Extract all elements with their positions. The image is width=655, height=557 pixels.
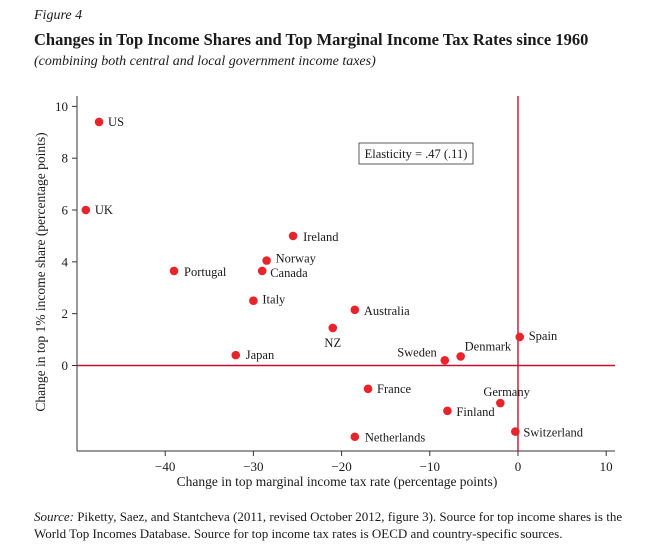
annotation-text: Elasticity = .47 (.11) xyxy=(365,147,468,161)
point-label-japan: Japan xyxy=(246,348,275,362)
x-tick-label: −40 xyxy=(155,459,175,474)
point-us xyxy=(94,117,104,127)
source-text: Piketty, Saez, and Stantcheva (2011, rev… xyxy=(34,509,623,541)
x-tick-label: 0 xyxy=(515,459,522,474)
x-tick-label: −20 xyxy=(331,459,351,474)
point-label-sweden: Sweden xyxy=(397,345,437,359)
reference-lines xyxy=(77,96,615,451)
point-label-germany: Germany xyxy=(483,385,530,399)
point-switzerland xyxy=(511,427,520,436)
point-label-italy: Italy xyxy=(262,293,286,307)
source-note: Source: Piketty, Saez, and Stantcheva (2… xyxy=(34,508,630,542)
point-australia xyxy=(350,305,360,315)
point-label-switzerland: Switzerland xyxy=(523,426,583,440)
y-tick-label: 2 xyxy=(62,306,69,321)
chart-subtitle: (combining both central and local govern… xyxy=(34,54,376,69)
point-label-canada: Canada xyxy=(270,266,308,280)
y-tick-label: 6 xyxy=(62,203,69,218)
point-netherlands xyxy=(350,432,360,442)
data-points xyxy=(81,117,525,442)
point-spain xyxy=(515,332,525,342)
point-denmark xyxy=(456,352,465,361)
x-tick-label: 10 xyxy=(600,459,613,474)
point-label-finland: Finland xyxy=(456,405,495,419)
x-axis-label: Change in top marginal income tax rate (… xyxy=(177,474,498,489)
point-label-australia: Australia xyxy=(364,304,410,318)
point-nz xyxy=(328,323,338,333)
y-tick-label: 10 xyxy=(55,99,68,114)
point-label-norway: Norway xyxy=(276,252,317,266)
point-canada xyxy=(257,266,267,276)
point-label-spain: Spain xyxy=(529,329,558,343)
point-italy xyxy=(249,296,258,306)
point-label-ireland: Ireland xyxy=(303,230,339,244)
point-france xyxy=(363,384,373,394)
axes: −40 −30 −20 −10 0 10 0 2 4 6 8 10 xyxy=(55,96,615,474)
y-tick-label: 8 xyxy=(62,151,69,166)
point-japan xyxy=(231,350,241,360)
point-germany xyxy=(496,398,505,408)
source-label: Source: xyxy=(34,509,74,524)
scatter-chart: −40 −30 −20 −10 0 10 0 2 4 6 8 10 US UK Ireland Norway… xyxy=(33,96,615,489)
point-sweden xyxy=(440,356,450,365)
point-label-denmark: Denmark xyxy=(465,339,512,353)
point-label-france: France xyxy=(377,382,411,396)
point-label-netherlands: Netherlands xyxy=(365,431,426,445)
x-tick-label: −30 xyxy=(243,459,263,474)
point-label-uk: UK xyxy=(95,203,113,217)
y-tick-label: 0 xyxy=(62,358,69,373)
point-label-us: US xyxy=(108,115,124,129)
point-label-nz: NZ xyxy=(324,336,341,350)
chart-title: Changes in Top Income Shares and Top Mar… xyxy=(34,30,589,49)
point-portugal xyxy=(169,266,179,276)
point-uk xyxy=(81,205,91,215)
x-tick-label: −10 xyxy=(420,459,440,474)
annotation: Elasticity = .47 (.11) xyxy=(358,142,474,165)
point-label-portugal: Portugal xyxy=(184,265,227,279)
y-tick-label: 4 xyxy=(62,254,69,269)
point-finland xyxy=(443,406,452,416)
figure-label: Figure 4 xyxy=(34,8,83,23)
point-ireland xyxy=(288,231,298,241)
y-axis-label: Change in top 1% income share (percentag… xyxy=(33,132,48,411)
point-norway xyxy=(262,256,271,265)
annotation-box xyxy=(358,142,474,165)
